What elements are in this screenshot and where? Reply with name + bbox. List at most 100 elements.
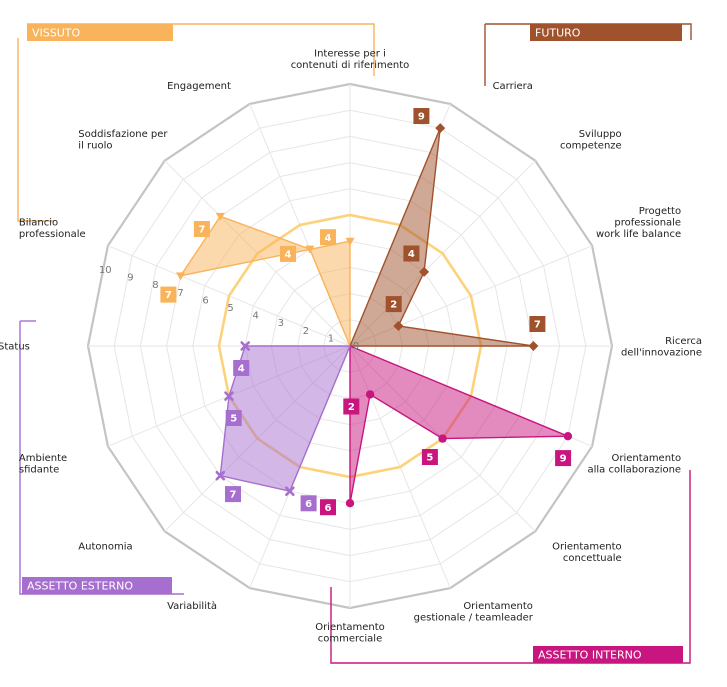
value-badge	[193, 221, 210, 237]
series-areas	[179, 127, 569, 504]
data-point	[305, 245, 315, 254]
axis-label: Ricerca	[665, 336, 702, 347]
value-badge	[413, 108, 430, 124]
value-badge	[280, 245, 296, 262]
axis-label: Orientamento	[315, 622, 385, 633]
value-label: 7	[198, 225, 205, 236]
value-badge	[160, 286, 177, 303]
axis-label: Engagement	[167, 81, 231, 92]
axis-label: concettuale	[563, 553, 622, 564]
axis-label: professionale	[614, 218, 681, 229]
value-badge	[403, 245, 420, 262]
data-point	[240, 341, 250, 351]
value-label: 7	[534, 320, 541, 331]
axis-label: Orientamento	[612, 453, 682, 464]
axis-label: dell'innovazione	[621, 347, 702, 358]
value-badge	[320, 499, 336, 516]
axis-label: alla collaborazione	[587, 464, 681, 475]
tick-label: 2	[303, 326, 309, 337]
data-point	[393, 320, 404, 331]
axis-label: Variabilità	[167, 600, 217, 612]
series-area-3	[219, 345, 351, 492]
value-label: 4	[325, 233, 332, 244]
group-label: ASSETTO INTERNO	[538, 649, 642, 662]
value-label: 7	[230, 490, 237, 501]
axis-label: Ambiente	[19, 453, 67, 464]
data-point	[563, 432, 573, 441]
data-point	[215, 212, 225, 221]
value-badge	[225, 486, 241, 503]
axis-label: commerciale	[318, 634, 382, 645]
group-frames: VISSUTO FUTURO ASSETTO INTERNO ASSETTO ESTE…	[17, 23, 692, 664]
value-label: 5	[426, 453, 433, 464]
value-label: 4	[238, 364, 245, 375]
axis-label: Interesse per i	[314, 49, 386, 60]
axis-label: gestionale / teamleader	[414, 613, 534, 624]
value-badge	[421, 449, 438, 465]
value-label: 6	[305, 499, 312, 510]
group-frame-line	[17, 38, 54, 222]
tick-label: 8	[152, 280, 158, 291]
value-label: 9	[418, 112, 425, 123]
axis-label: il ruolo	[78, 140, 112, 151]
data-point	[345, 499, 355, 508]
axis-label: Soddisfazione per	[78, 129, 168, 140]
data-point	[435, 123, 446, 134]
tick-label: 7	[177, 288, 183, 299]
value-label: 2	[348, 402, 355, 413]
value-badge	[343, 398, 360, 415]
axis-label: Bilancio	[19, 218, 58, 229]
value-label: 7	[165, 290, 172, 301]
value-label: 6	[325, 503, 332, 514]
value-badge	[225, 410, 242, 426]
group-label: VISSUTO	[32, 27, 81, 40]
axis-label: competenze	[560, 140, 622, 151]
data-point	[215, 470, 226, 481]
data-point	[224, 391, 234, 401]
tick-label: 0	[353, 341, 359, 352]
value-badge	[555, 450, 572, 467]
tick-label: 5	[227, 303, 233, 314]
data-point	[438, 434, 447, 443]
axis-label: Autonomia	[78, 542, 132, 553]
group-frame-line	[330, 470, 691, 664]
axis-label: Orientamento	[552, 542, 622, 553]
value-label: 9	[560, 454, 567, 465]
data-point	[345, 237, 355, 246]
axis-label: professionale	[19, 229, 86, 240]
axis-label: sfidante	[19, 464, 59, 475]
data-point	[176, 272, 186, 281]
axis-label: Progetto	[639, 206, 681, 217]
group-label-tag	[533, 646, 683, 663]
tick-label: 1	[328, 333, 334, 344]
axis-label: Orientamento	[463, 601, 533, 612]
value-label: 2	[390, 300, 397, 311]
tick-label: 4	[253, 311, 259, 322]
group-label-tag	[530, 24, 682, 41]
axis-label: Carriera	[493, 81, 533, 92]
group-label: ASSETTO ESTERNO	[27, 580, 133, 593]
tick-label: 9	[127, 273, 133, 284]
group-label-tag	[27, 24, 173, 41]
tick-label: 3	[278, 318, 284, 329]
axis-label: Sviluppo	[579, 129, 622, 140]
axis-label: work life balance	[596, 229, 681, 240]
value-badge	[385, 296, 402, 313]
data-point	[528, 341, 539, 351]
data-point	[285, 486, 295, 497]
axis-label: contenuti di riferimento	[291, 60, 410, 71]
series-area-1	[349, 127, 535, 347]
data-point	[419, 266, 430, 277]
value-badge	[233, 360, 250, 376]
value-label: 5	[230, 414, 237, 425]
value-badge	[300, 495, 317, 512]
series-area-2	[349, 345, 569, 504]
value-badge	[320, 229, 336, 246]
data-point	[365, 390, 375, 399]
value-badge	[529, 316, 546, 332]
value-label: 4	[408, 249, 415, 260]
group-label: FUTURO	[535, 27, 581, 40]
